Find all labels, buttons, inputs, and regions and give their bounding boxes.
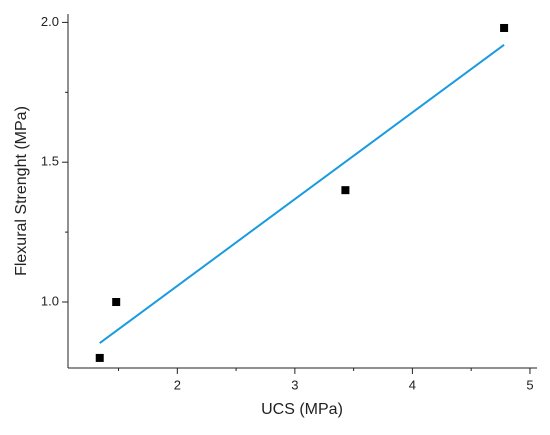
point — [112, 298, 121, 307]
x-tick-label: 4 — [409, 377, 416, 392]
x-tick-label: 5 — [526, 377, 533, 392]
y-tick-label: 1.0 — [41, 293, 59, 308]
point — [500, 23, 509, 32]
x-tick-label: 2 — [174, 377, 181, 392]
y-axis-label: Flexural Strenght (MPa) — [13, 106, 30, 276]
point — [95, 353, 104, 362]
y-tick-label: 2.0 — [41, 14, 59, 29]
fit-line — [99, 43, 505, 344]
y-tick-label: 1.5 — [41, 154, 59, 169]
x-tick-label: 3 — [291, 377, 298, 392]
point — [341, 186, 350, 195]
x-axis-label: UCS (MPa) — [261, 401, 343, 418]
